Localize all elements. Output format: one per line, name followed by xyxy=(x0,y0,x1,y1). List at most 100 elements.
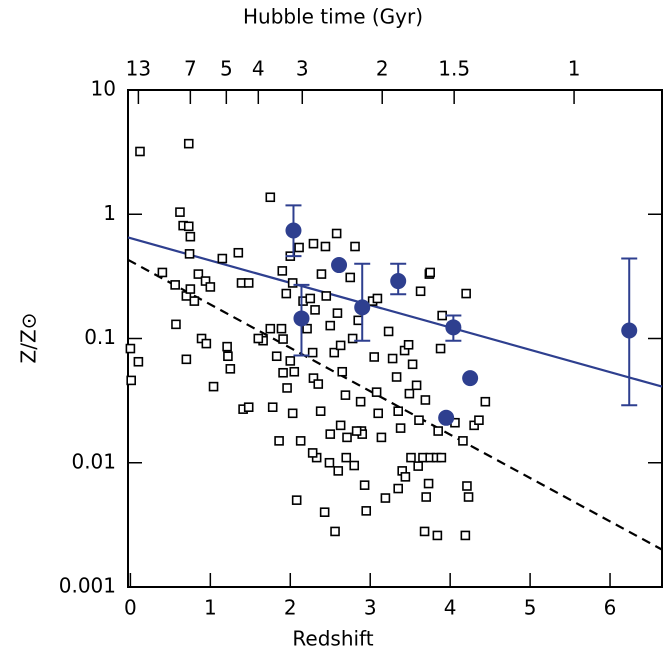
point xyxy=(184,249,195,259)
point xyxy=(217,253,228,264)
point xyxy=(376,432,387,443)
point xyxy=(463,492,474,502)
point xyxy=(462,370,479,387)
point xyxy=(302,323,312,334)
x2-tick-label: 13 xyxy=(126,57,151,81)
y-axis-title: Z/Z⊙ xyxy=(17,313,41,364)
point xyxy=(243,278,254,288)
x-tick-label: 4 xyxy=(444,596,457,620)
point xyxy=(393,483,403,494)
point xyxy=(181,354,192,365)
point xyxy=(285,222,302,239)
point xyxy=(287,408,298,419)
point xyxy=(340,390,351,400)
point xyxy=(183,221,194,232)
point xyxy=(271,351,282,362)
point xyxy=(380,493,391,503)
point xyxy=(458,436,468,446)
point xyxy=(391,372,402,382)
point xyxy=(276,323,287,334)
x2-tick-label: 3 xyxy=(296,57,309,81)
point xyxy=(432,530,443,541)
point xyxy=(133,356,144,367)
point xyxy=(359,480,370,490)
x2-tick-label: 5 xyxy=(220,57,233,81)
point xyxy=(223,351,233,362)
x-tick-label: 3 xyxy=(364,596,377,620)
point xyxy=(332,308,343,318)
point xyxy=(315,406,326,416)
point xyxy=(437,310,447,321)
point xyxy=(295,436,306,446)
point xyxy=(125,343,136,354)
point xyxy=(333,466,344,476)
x-tick-label: 1 xyxy=(204,596,217,620)
fit-line xyxy=(127,258,663,551)
point xyxy=(281,288,292,299)
point xyxy=(185,284,196,294)
point xyxy=(222,341,232,352)
point xyxy=(383,326,394,337)
x2-tick-label: 2 xyxy=(376,57,389,81)
point xyxy=(135,146,145,157)
point xyxy=(361,506,372,516)
point xyxy=(345,272,356,283)
point xyxy=(347,333,358,344)
point xyxy=(460,530,471,541)
x-axis-title: Redshift xyxy=(292,627,373,651)
y-tick-label: 0.01 xyxy=(71,449,116,473)
point xyxy=(294,242,304,253)
point xyxy=(413,461,423,471)
point xyxy=(330,526,340,537)
point xyxy=(320,241,331,252)
fit-line xyxy=(127,236,663,388)
point xyxy=(170,280,180,290)
x-tick-label: 0 xyxy=(124,596,137,620)
point xyxy=(265,192,276,203)
point xyxy=(403,339,414,350)
y-tick-label: 0.001 xyxy=(59,574,116,598)
point xyxy=(278,367,288,378)
point xyxy=(331,228,342,239)
point xyxy=(406,452,416,463)
y-tick-label: 10 xyxy=(91,77,116,101)
point xyxy=(337,366,348,377)
point xyxy=(321,291,332,301)
point xyxy=(395,423,406,433)
point xyxy=(319,507,330,517)
point xyxy=(435,343,446,354)
point xyxy=(461,288,471,299)
x2-tick-label: 4 xyxy=(252,57,265,81)
point xyxy=(400,472,411,482)
point xyxy=(371,387,382,397)
point xyxy=(233,247,244,258)
point xyxy=(313,379,324,389)
point xyxy=(126,375,136,386)
point xyxy=(341,452,352,463)
point xyxy=(310,305,320,315)
point xyxy=(308,238,319,249)
point xyxy=(411,380,422,391)
point xyxy=(189,296,200,306)
point xyxy=(372,293,383,304)
point xyxy=(414,415,424,426)
point xyxy=(621,322,638,339)
point xyxy=(474,415,484,426)
point xyxy=(171,319,181,330)
point xyxy=(289,366,300,377)
point xyxy=(420,395,431,405)
point xyxy=(225,364,236,374)
point xyxy=(325,320,336,331)
point xyxy=(201,338,212,349)
point xyxy=(285,356,296,366)
point xyxy=(421,492,431,502)
point xyxy=(305,293,316,304)
x2-tick-label: 1.5 xyxy=(438,57,470,81)
point xyxy=(351,426,362,436)
point xyxy=(205,282,216,292)
point xyxy=(407,359,418,370)
point xyxy=(293,310,310,327)
point xyxy=(335,420,346,431)
y-tick-label: 0.1 xyxy=(84,325,116,349)
